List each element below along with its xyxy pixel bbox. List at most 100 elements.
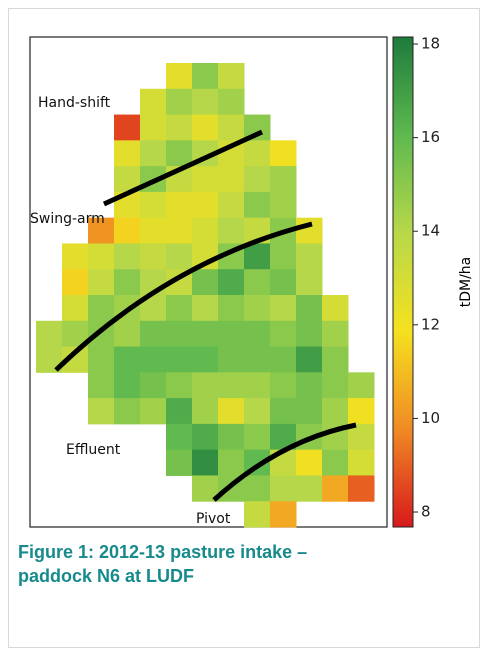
heatmap-cell	[114, 346, 141, 373]
heatmap-cell	[88, 372, 115, 399]
heatmap-cell	[62, 269, 89, 296]
heatmap-cell	[114, 372, 141, 399]
heatmap-cell	[114, 217, 141, 244]
heatmap-cell	[166, 398, 193, 425]
heatmap-cell	[244, 140, 271, 167]
heatmap-cell	[218, 191, 245, 219]
heatmap-cell	[322, 372, 349, 399]
heatmap-cell	[244, 501, 271, 528]
heatmap-cell	[322, 295, 349, 322]
heatmap-cell	[296, 475, 323, 502]
heatmap-cell	[166, 423, 193, 451]
colorbar-tick-label: 10	[421, 409, 440, 427]
heatmap-cell	[296, 346, 323, 373]
heatmap-cell	[270, 346, 297, 373]
heatmap-cell	[244, 320, 271, 348]
heatmap-cell	[192, 295, 219, 322]
heatmap-cell	[244, 295, 271, 322]
heatmap-cell	[114, 320, 141, 348]
heatmap-cell	[114, 398, 141, 425]
heatmap-cell	[244, 346, 271, 373]
heatmap-cell	[140, 114, 167, 141]
heatmap-cell	[114, 243, 141, 270]
heatmap-cell	[296, 320, 323, 348]
heatmap-cell	[296, 398, 323, 425]
heatmap-cell	[322, 346, 349, 373]
heatmap-cell	[192, 398, 219, 425]
heatmap-cell	[270, 501, 297, 528]
heatmap-cell	[296, 295, 323, 322]
heatmap-cell	[218, 114, 245, 141]
colorbar-tick-label: 14	[421, 222, 440, 240]
zone-label: Pivot	[196, 511, 231, 527]
heatmap-cell	[322, 398, 349, 425]
heatmap-cell	[296, 243, 323, 270]
colorbar-tick-label: 18	[421, 35, 440, 53]
zone-label: Hand-shift	[38, 95, 111, 111]
heatmap-cell	[270, 295, 297, 322]
heatmap-cell	[88, 217, 115, 244]
heatmap-cell	[166, 346, 193, 373]
heatmap-cell	[192, 191, 219, 219]
zone-label: Effluent	[66, 442, 121, 458]
heatmap-cell	[140, 372, 167, 399]
heatmap-cell	[218, 423, 245, 451]
heatmap-cell	[348, 372, 375, 399]
page: {"chart_data": {"type": "heatmap", "valu…	[8, 8, 480, 648]
heatmap-cell	[218, 63, 245, 90]
heatmap-cell	[270, 398, 297, 425]
heatmap-cell	[166, 217, 193, 244]
heatmap-cell	[140, 320, 167, 348]
heatmap-cell	[62, 243, 89, 270]
heatmap-cell	[192, 423, 219, 451]
heatmap-cell	[270, 191, 297, 219]
heatmap-cell	[140, 346, 167, 373]
heatmap-cell	[218, 269, 245, 296]
heatmap-cell	[88, 269, 115, 296]
heatmap-cell	[140, 398, 167, 425]
heatmap-cell	[88, 243, 115, 270]
heatmap-cell	[140, 217, 167, 244]
heatmap-cell	[218, 166, 245, 193]
heatmap-cell	[244, 475, 271, 502]
heatmap-cell	[296, 269, 323, 296]
heatmap-cell	[140, 88, 167, 116]
heatmap-cell	[296, 449, 323, 476]
heatmap-cell	[270, 372, 297, 399]
heatmap-cell	[192, 114, 219, 141]
heatmap-cell	[166, 449, 193, 476]
heatmap-cell	[192, 269, 219, 296]
heatmap-cell	[62, 295, 89, 322]
heatmap-cell	[218, 449, 245, 476]
heatmap-cell	[166, 372, 193, 399]
heatmap-cell	[218, 398, 245, 425]
heatmap-cell	[218, 88, 245, 116]
heatmap-cell	[244, 269, 271, 296]
heatmap-cell	[114, 269, 141, 296]
heatmap-cell	[166, 191, 193, 219]
heatmap-cell	[88, 346, 115, 373]
heatmap-cell	[270, 166, 297, 193]
heatmap-cell	[192, 63, 219, 90]
heatmap-cell	[322, 475, 349, 502]
heatmap-cell	[218, 372, 245, 399]
heatmap-cell	[166, 88, 193, 116]
heatmap-cell	[348, 449, 375, 476]
zone-label: Swing-arm	[30, 211, 105, 227]
heatmap-cell	[244, 166, 271, 193]
heatmap-cell	[270, 475, 297, 502]
heatmap-cell	[218, 295, 245, 322]
heatmap-cell	[36, 320, 63, 348]
heatmap-cell	[270, 243, 297, 270]
heatmap-cell	[244, 372, 271, 399]
heatmap-cell	[192, 88, 219, 116]
zone-line	[212, 422, 357, 502]
heatmap-cell	[140, 243, 167, 270]
heatmap-cell	[270, 140, 297, 167]
heatmap-cell	[114, 140, 141, 167]
heatmap-cell	[244, 423, 271, 451]
heatmap-cell	[244, 243, 271, 270]
heatmap-cell	[88, 398, 115, 425]
heatmap-cell	[140, 140, 167, 167]
heatmap-cell	[166, 63, 193, 90]
